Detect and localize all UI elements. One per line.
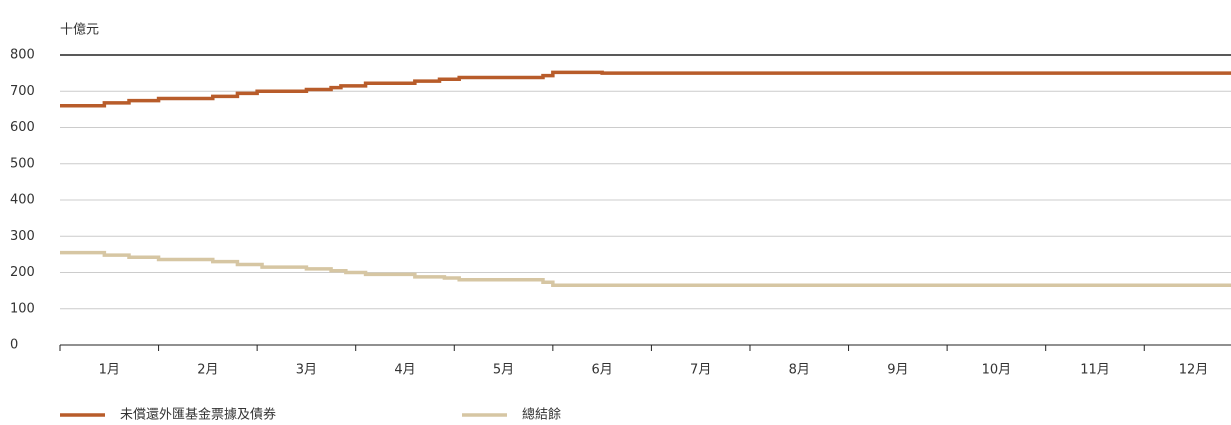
x-tick-label: 10月 [982, 363, 1012, 378]
x-tick-label: 12月 [1179, 363, 1209, 378]
line [60, 250, 1231, 287]
x-tick-label: 6月 [591, 363, 612, 378]
x-tick-label: 7月 [690, 363, 711, 378]
y-tick-label: 500 [10, 156, 35, 171]
x-tick-label: 1月 [99, 363, 120, 378]
y-tick-label: 200 [10, 265, 35, 280]
x-tick-label: 4月 [394, 363, 415, 378]
x-tick-label: 3月 [296, 363, 317, 378]
x-tick-label: 5月 [493, 363, 514, 378]
y-tick-label: 0 [10, 338, 18, 353]
x-tick-label: 11月 [1080, 363, 1110, 378]
y-tick-label: 400 [10, 193, 35, 208]
x-tick-label: 2月 [197, 363, 218, 378]
line [60, 70, 1231, 108]
x-tick-label: 9月 [887, 363, 908, 378]
y-tick-label: 300 [10, 229, 35, 244]
x-tick-label: 8月 [789, 363, 810, 378]
y-tick-label: 600 [10, 120, 35, 135]
y-tick-label: 700 [10, 84, 35, 99]
y-tick-label: 100 [10, 301, 35, 316]
y-tick-label: 800 [10, 48, 35, 63]
legend-label: 總結餘 [522, 407, 561, 423]
legend-label: 未償還外匯基金票據及債券 [120, 407, 276, 423]
y-axis-label: 十億元 [60, 22, 99, 38]
